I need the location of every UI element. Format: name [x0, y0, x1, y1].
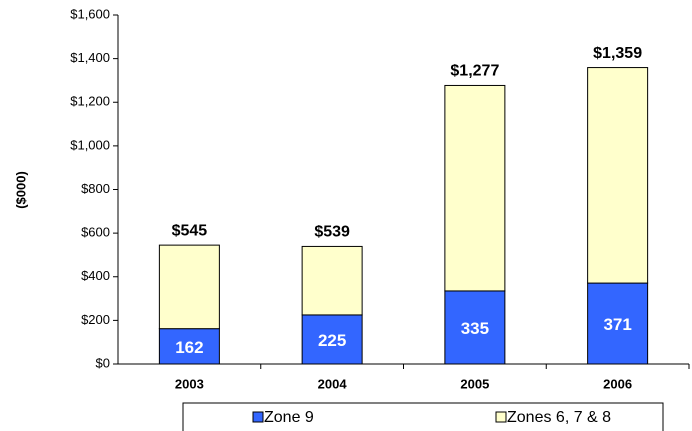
bar-segment [301, 245, 363, 316]
bar-segment [587, 282, 649, 365]
value-label: 335 [461, 319, 489, 338]
value-label: 225 [318, 331, 346, 350]
y-tick-label: $600 [81, 225, 110, 240]
x-tick-label: 2003 [175, 376, 204, 391]
y-tick-label: $1,400 [70, 50, 110, 65]
bar-segment [444, 84, 506, 292]
total-label: $1,359 [593, 45, 642, 62]
value-label: 162 [175, 338, 203, 357]
x-tick-label: 2006 [603, 376, 632, 391]
y-tick-label: $800 [81, 181, 110, 196]
y-axis-label: ($000) [13, 171, 28, 209]
y-tick-label: $1,600 [70, 6, 110, 21]
y-tick-label: $0 [96, 355, 110, 370]
legend-label: Zone 9 [264, 409, 314, 426]
total-label: $539 [314, 224, 350, 241]
x-tick-label: 2004 [318, 376, 348, 391]
legend-swatch [495, 411, 507, 423]
total-label: $1,277 [450, 63, 499, 80]
bar-segment [587, 67, 649, 284]
legend-swatch [252, 411, 264, 423]
bar-segment [301, 314, 363, 365]
bar-segment [158, 328, 220, 365]
x-tick-label: 2005 [460, 376, 489, 391]
y-tick-label: $400 [81, 268, 110, 283]
y-tick-label: $1,200 [70, 94, 110, 109]
total-label: $545 [172, 222, 208, 239]
legend-label: Zones 6, 7 & 8 [507, 409, 611, 426]
value-label: 371 [603, 315, 631, 334]
y-tick-label: $200 [81, 312, 110, 327]
bar-segment [158, 244, 220, 330]
y-tick-label: $1,000 [70, 137, 110, 152]
